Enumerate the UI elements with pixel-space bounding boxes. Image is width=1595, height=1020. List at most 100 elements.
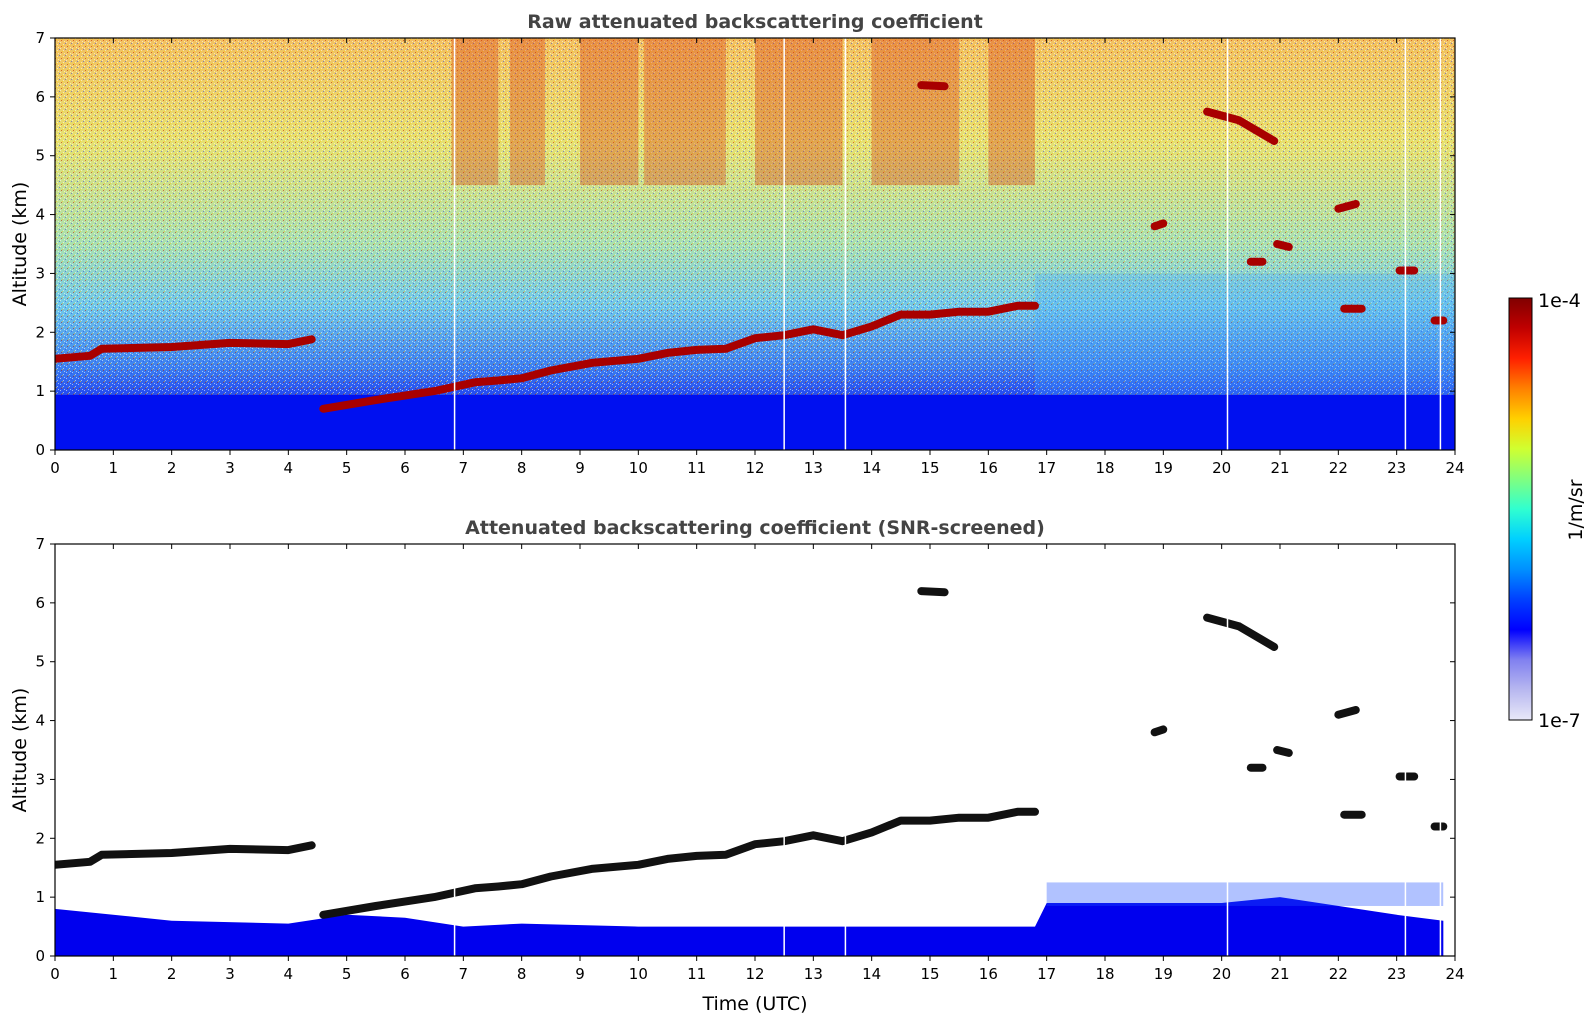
panel-screened-x-axis: 0 1 2 3 4 5 6 7 8 9 10 11 12 13 14 15 16 17 18 19 20 21 22 23 24 [50,544,1465,983]
panel-raw: Raw attenuated backscattering coefficien… [9,11,1465,477]
cloud-patch [1334,200,1360,213]
x-tick-label: 5 [342,459,352,477]
y-tick-label: 1 [35,382,45,400]
raw-data-gaps [453,38,1442,450]
noise-band [451,38,499,186]
y-tick-label: 5 [35,147,45,165]
x-tick-label: 22 [1329,965,1348,983]
noise-band [644,38,726,186]
x-tick-label: 3 [225,459,235,477]
x-tick-label: 20 [1212,965,1231,983]
cloud-patch [1203,613,1279,651]
x-tick-label: 4 [284,965,294,983]
noise-band [988,38,1035,186]
colorbar: 1e-4 1e-7 1/m/sr [1508,290,1587,732]
x-tick-label: 6 [400,965,410,983]
raw-boundary-layer [55,395,1455,450]
x-tick-label: 0 [50,459,60,477]
noise-band [871,38,960,186]
x-tick-label: 4 [284,459,294,477]
x-tick-label: 23 [1387,965,1406,983]
x-tick-label: 19 [1154,459,1173,477]
x-tick-label: 19 [1154,965,1173,983]
cloud-patch [1273,240,1293,251]
x-tick-label: 3 [225,965,235,983]
x-tick-label: 9 [575,459,585,477]
cloud-patch [917,81,949,91]
colorbar-max-label: 1e-4 [1538,290,1581,312]
x-tick-label: 7 [459,459,469,477]
x-tick-label: 0 [50,965,60,983]
x-tick-label: 21 [1270,459,1289,477]
cloud-patch [1273,746,1293,757]
panel-screened-xlabel: Time (UTC) [701,993,807,1015]
x-tick-label: 7 [459,965,469,983]
panel-raw-x-axis: 0 1 2 3 4 5 6 7 8 9 10 11 12 13 14 15 16 17 18 19 20 21 22 23 24 [50,38,1465,477]
panel-screened-title: Attenuated backscattering coefficient (S… [465,517,1045,539]
y-tick-label: 7 [35,29,45,47]
noise-band [580,38,639,186]
x-tick-label: 1 [109,459,119,477]
noise-band [1035,273,1455,403]
x-tick-label: 8 [517,459,527,477]
x-tick-label: 10 [629,459,648,477]
y-tick-label: 6 [35,594,45,612]
x-tick-label: 18 [1095,965,1114,983]
x-tick-label: 16 [979,459,998,477]
aerosol-layer [319,807,1039,919]
y-tick-label: 2 [35,829,45,847]
y-tick-label: 4 [35,206,45,224]
screened-layers [55,587,1448,919]
x-tick-label: 22 [1329,459,1348,477]
panel-screened-ylabel: Altitude (km) [9,688,31,813]
x-tick-label: 15 [920,965,939,983]
x-tick-label: 8 [517,965,527,983]
y-tick-label: 3 [35,264,45,282]
x-tick-label: 23 [1387,459,1406,477]
y-tick-label: 7 [35,535,45,553]
raw-upper-noise-bands [451,38,1455,403]
y-tick-label: 4 [35,712,45,730]
x-tick-label: 6 [400,459,410,477]
raw-noise-texture [55,38,1455,450]
screened-data-gaps [453,544,1442,956]
panel-raw-heatmap [55,38,1455,450]
cloud-patch [1334,706,1360,719]
screened-speckle [1046,544,1455,956]
x-tick-label: 13 [804,459,823,477]
cloud-patch [1203,107,1279,145]
x-tick-label: 18 [1095,459,1114,477]
y-tick-label: 3 [35,770,45,788]
colorbar-gradient [1508,297,1533,721]
noise-band [755,38,843,186]
panel-screened: Attenuated backscattering coefficient (S… [9,517,1465,1015]
x-tick-label: 12 [745,459,764,477]
x-tick-label: 1 [109,965,119,983]
panel-raw-ylabel: Altitude (km) [9,182,31,307]
raw-layers [55,81,1448,413]
x-tick-label: 2 [167,965,177,983]
speckle-band [1046,882,1444,906]
x-tick-label: 9 [575,965,585,983]
x-tick-label: 21 [1270,965,1289,983]
cloud-patch [1150,725,1168,737]
panel-screened-y-axis: 0 1 2 3 4 5 6 7 [35,535,1455,965]
x-tick-label: 17 [1037,965,1056,983]
x-tick-label: 24 [1445,459,1464,477]
x-tick-label: 24 [1445,965,1464,983]
x-tick-label: 12 [745,965,764,983]
x-tick-label: 14 [862,965,881,983]
x-tick-label: 5 [342,965,352,983]
screened-boundary-layer [55,897,1455,956]
x-tick-label: 14 [862,459,881,477]
y-tick-label: 6 [35,88,45,106]
colorbar-min-label: 1e-7 [1538,710,1581,732]
colorbar-unit-label: 1/m/sr [1565,479,1587,540]
x-tick-label: 15 [920,459,939,477]
x-tick-label: 11 [687,965,706,983]
x-tick-label: 16 [979,965,998,983]
y-tick-label: 0 [35,947,45,965]
x-tick-label: 17 [1037,459,1056,477]
panel-raw-y-axis: 0 1 2 3 4 5 6 7 [35,29,1455,459]
